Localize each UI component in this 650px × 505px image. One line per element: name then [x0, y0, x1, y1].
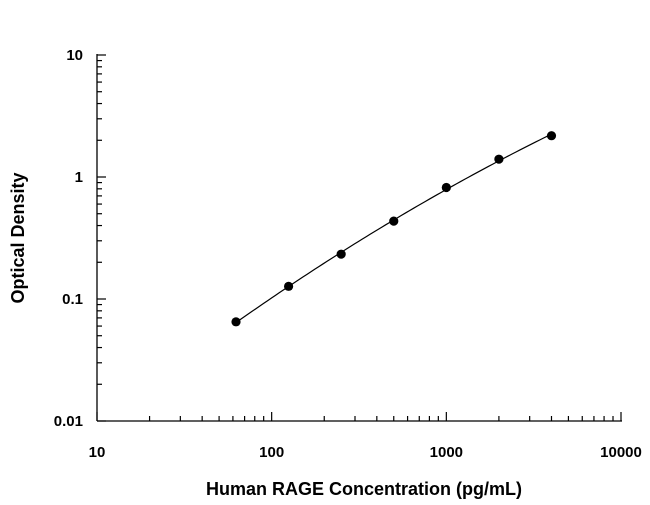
y-tick-label: 0.01	[54, 413, 83, 430]
x-tick-label: 1000	[430, 444, 463, 461]
y-tick-label: 10	[66, 47, 83, 64]
data-point	[494, 154, 504, 164]
y-tick-label: 1	[75, 169, 83, 186]
data-point	[336, 249, 346, 259]
data-points	[231, 131, 557, 327]
data-point	[283, 281, 294, 291]
data-point	[441, 182, 451, 193]
x-tick-label: 10	[89, 444, 106, 461]
tick-labels: 10 100 1000 10000 0.01 0.1 1 10	[54, 47, 642, 461]
ticks	[96, 54, 622, 422]
x-tick-label: 10000	[600, 444, 642, 461]
data-point	[546, 131, 557, 141]
data-point	[389, 216, 399, 226]
y-tick-label: 0.1	[62, 291, 83, 308]
y-axis-title: Optical Density	[8, 172, 28, 303]
fit-line	[235, 133, 552, 324]
data-point	[231, 317, 241, 327]
x-tick-label: 100	[259, 444, 284, 461]
fit-curve	[235, 133, 552, 324]
axes	[96, 54, 622, 422]
x-axis-title: Human RAGE Concentration (pg/mL)	[206, 479, 522, 499]
